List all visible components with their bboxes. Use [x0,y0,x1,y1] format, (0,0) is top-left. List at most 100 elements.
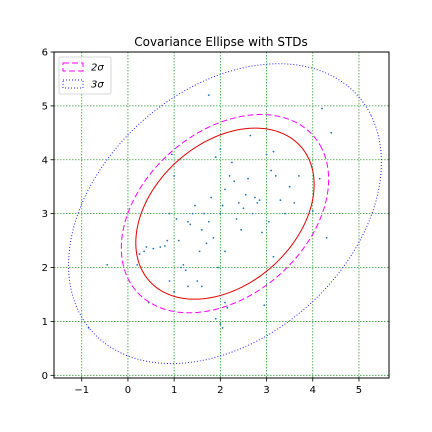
data-point [182,263,185,266]
y-tick-label: 0 [42,371,48,382]
data-point [175,218,178,220]
data-point [217,266,219,269]
data-point [254,196,256,199]
data-point [106,263,109,266]
data-point [159,246,162,248]
y-tick-label: 5 [42,101,48,112]
y-tick-label: 3 [42,209,48,220]
ellipse-3-std [68,63,382,365]
x-tick-label: 1 [171,385,177,396]
axis-ticks: −1 0 1 2 3 4 5 0 1 2 3 4 5 6 [42,48,363,397]
data-point [256,201,259,204]
data-point [297,175,300,177]
legend-label: 3σ [91,80,104,91]
ellipse-2-std [120,114,330,314]
x-tick-label: 5 [356,385,362,396]
data-point [163,245,166,247]
data-point [251,212,254,215]
data-point [325,237,328,239]
data-point [274,175,277,177]
data-point [221,204,224,207]
data-point [177,239,180,242]
data-point [272,150,275,153]
plot-area [68,63,382,365]
data-point [187,220,189,223]
data-point [210,196,213,199]
data-point [293,201,296,204]
data-point [330,131,333,134]
data-point [145,246,148,248]
data-point [200,285,203,288]
data-point [265,153,268,156]
data-point [212,237,215,239]
data-point [224,250,226,253]
data-point [247,177,249,180]
data-point [230,161,233,164]
data-point [219,148,222,150]
data-point [242,207,245,210]
legend-box [58,56,112,95]
data-point [207,94,210,97]
data-point [168,280,171,282]
chart-title: Covariance Ellipse with STDs [134,35,308,49]
data-point [200,228,203,231]
legend-label: 2σ [91,63,104,74]
legend-swatch [62,62,84,72]
data-point [214,156,217,158]
data-point [224,188,226,191]
data-point [194,204,196,207]
data-point [318,177,321,180]
grid [54,51,389,378]
data-point [180,266,182,269]
data-point [152,247,155,250]
data-point [184,269,187,272]
ellipse-1-std [135,127,315,300]
data-point [191,212,194,215]
data-point [166,239,169,242]
data-point [237,201,240,204]
data-point [321,107,323,110]
data-point [261,231,263,234]
data-point [263,304,266,307]
data-point [214,317,217,320]
data-point [311,210,314,212]
data-point [203,212,206,215]
legend: 2σ 3σ [58,56,112,95]
y-tick-label: 2 [42,263,48,274]
x-tick-label: 3 [263,385,269,396]
axes-frame [53,51,390,379]
x-tick-label: −1 [74,385,89,396]
data-point [224,301,226,304]
data-point [221,326,224,329]
x-tick-label: 4 [310,385,316,396]
data-point [240,228,243,231]
data-point [189,223,192,226]
y-tick-label: 4 [42,155,48,166]
data-point [143,250,146,253]
data-point [205,242,208,245]
data-point [228,175,231,177]
data-point [207,220,210,223]
data-point [279,199,282,202]
data-point [138,253,141,255]
data-point [235,218,238,220]
data-point [173,290,176,293]
data-point [267,220,270,223]
y-tick-label: 6 [42,48,48,59]
data-point [219,323,222,326]
data-point [187,285,189,288]
data-point [244,193,247,196]
data-point [270,169,273,172]
data-point [168,212,171,215]
x-tick-label: 2 [217,385,223,396]
x-tick-label: 0 [125,385,131,396]
data-point [136,263,139,266]
data-point [258,199,261,202]
data-point [249,134,252,137]
data-point [219,212,222,215]
data-point [198,250,201,253]
y-tick-label: 1 [42,317,48,328]
data-point [233,180,236,183]
data-point [272,255,275,258]
